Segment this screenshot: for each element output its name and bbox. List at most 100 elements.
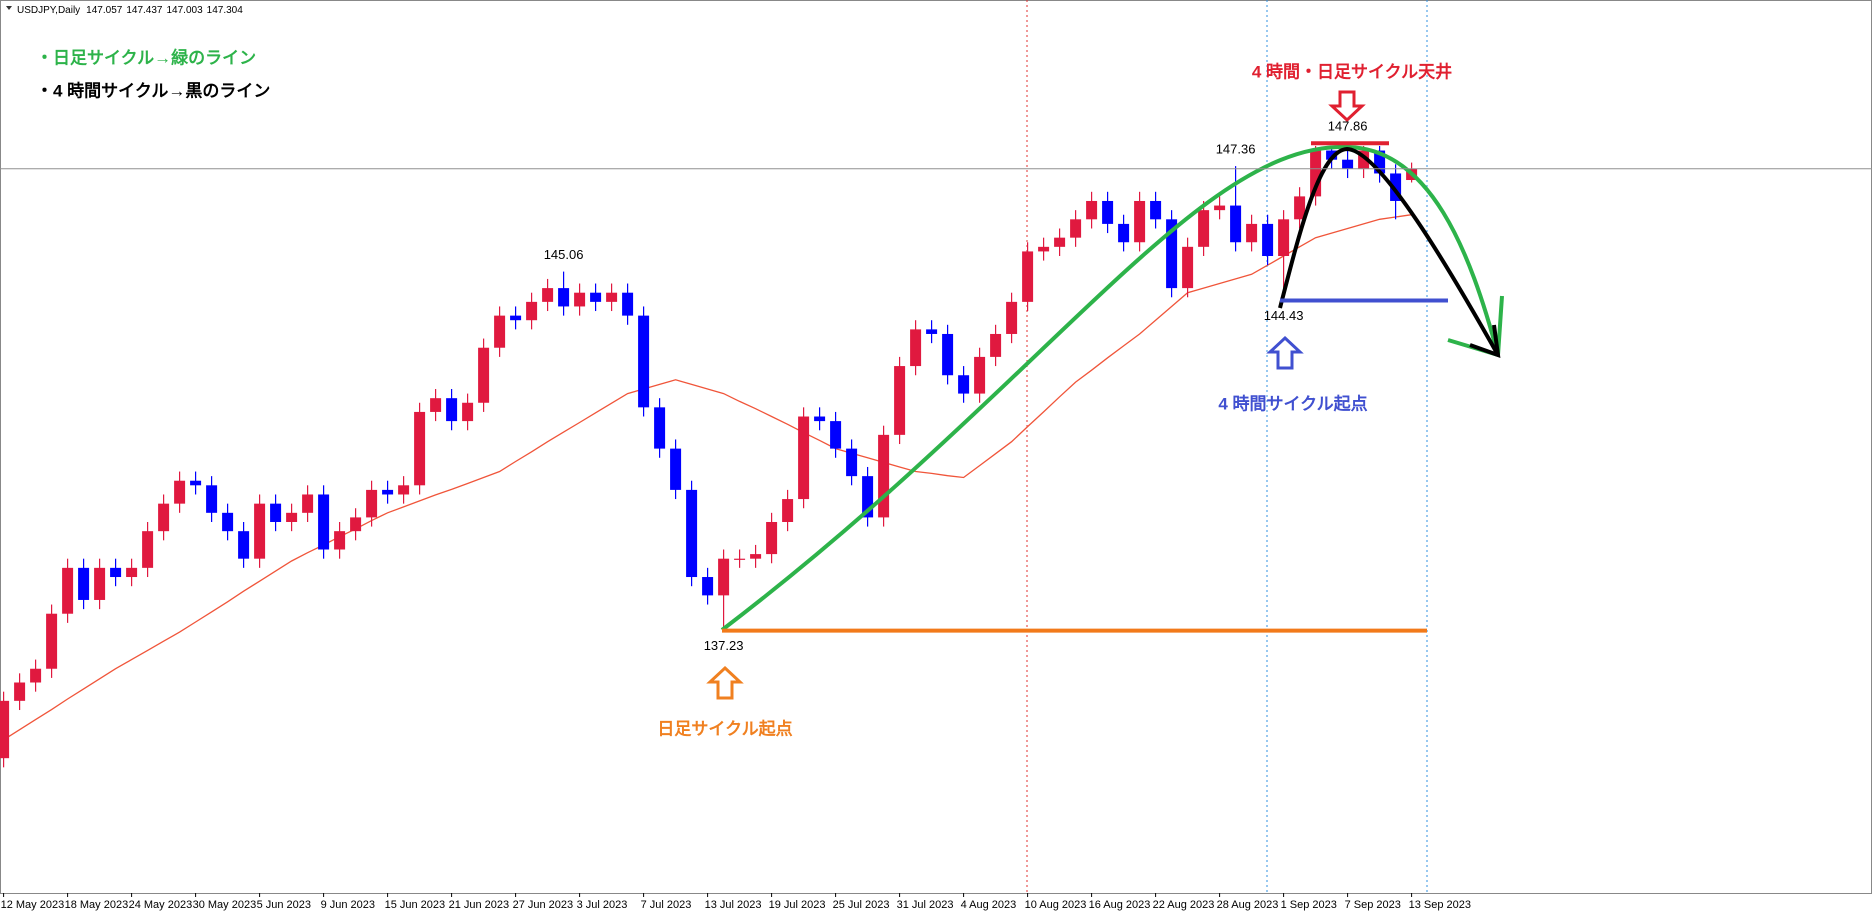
price-label: 137.23 — [704, 638, 744, 653]
candle-body — [1230, 205, 1242, 243]
candle-body — [318, 494, 330, 550]
h4-cycle-curve — [1278, 146, 1500, 356]
annotation: ・日足サイクル→緑のライン — [36, 47, 256, 67]
candle-body — [558, 288, 570, 307]
candle-body — [974, 356, 986, 394]
x-tick-label: 25 Jul 2023 — [833, 899, 890, 911]
candle-body — [174, 480, 186, 504]
price-label: 147.36 — [1216, 142, 1256, 157]
x-tick-label: 9 Jun 2023 — [321, 899, 375, 911]
x-tick-label: 4 Aug 2023 — [961, 899, 1017, 911]
daily-cycle-curve — [720, 144, 1500, 632]
open-value: 147.057 — [86, 5, 123, 16]
annotation: ・4 時間サイクル→黒のライン — [36, 80, 270, 100]
annotation: 4 時間サイクル起点 — [1218, 393, 1367, 413]
candle-body — [334, 531, 346, 550]
candle-body — [14, 682, 26, 701]
candle-body — [62, 567, 74, 614]
candle-body — [670, 448, 682, 490]
candle-body — [254, 503, 266, 559]
marks — [0, 143, 1418, 768]
candle-body — [222, 512, 234, 532]
x-tick-label: 22 Aug 2023 — [1153, 899, 1215, 911]
annotation: 日足サイクル起点 — [657, 718, 792, 738]
candle-body — [686, 489, 698, 578]
moving-average — [3, 214, 1412, 741]
header: USDJPY,Daily 147.057 147.437 147.003 147.304 — [17, 5, 243, 16]
candle-body — [1102, 200, 1114, 224]
candle-body — [190, 480, 202, 486]
candle-body — [350, 517, 362, 532]
x-tick-label: 21 Jun 2023 — [449, 899, 510, 911]
candle-body — [1166, 219, 1178, 289]
candle-body — [1006, 301, 1018, 334]
candle-body — [926, 329, 938, 334]
candle-body — [206, 485, 218, 513]
candle-body — [142, 531, 154, 568]
x-tick-label: 31 Jul 2023 — [897, 899, 954, 911]
x-tick-label: 30 May 2023 — [193, 899, 257, 911]
candle-body — [734, 558, 746, 560]
x-tick-label: 24 May 2023 — [129, 899, 193, 911]
candle-body — [814, 416, 826, 422]
candle-body — [718, 558, 730, 596]
menu-icon — [6, 6, 12, 10]
candle-body — [606, 292, 618, 302]
arrow-icon — [1266, 335, 1304, 370]
candle-body — [526, 301, 538, 321]
candle-body — [878, 434, 890, 518]
high-value: 147.437 — [126, 5, 163, 16]
candle-body — [78, 567, 90, 600]
candle-body — [1214, 205, 1226, 211]
candle-body — [542, 288, 554, 302]
candle-body — [1086, 200, 1098, 220]
x-tick-label: 28 Aug 2023 — [1217, 899, 1279, 911]
x-tick-label: 1 Sep 2023 — [1281, 899, 1337, 911]
candle-body — [1182, 246, 1194, 289]
x-tick-label: 13 Jul 2023 — [705, 899, 762, 911]
x-tick-label: 10 Aug 2023 — [1025, 899, 1087, 911]
candle-body — [1374, 150, 1386, 174]
annotation: 4 時間・日足サイクル天井 — [1252, 61, 1452, 81]
candle-body — [1262, 223, 1274, 257]
candle-body — [270, 503, 282, 522]
arrow-icon — [706, 665, 744, 700]
close-value: 147.304 — [207, 5, 244, 16]
candle-body — [590, 292, 602, 302]
candle-body — [622, 292, 634, 316]
x-tick-label: 3 Jul 2023 — [577, 899, 628, 911]
candle-body — [942, 333, 954, 376]
candle-body — [398, 485, 410, 495]
arrowhead — [1469, 324, 1501, 358]
candle-body — [910, 329, 922, 367]
x-tick-label: 12 May 2023 — [1, 899, 65, 911]
x-tick-label: 7 Sep 2023 — [1345, 899, 1401, 911]
candle-body — [1390, 173, 1402, 201]
candle-body — [1294, 196, 1306, 220]
candle-body — [494, 315, 506, 348]
candle-body — [430, 398, 442, 412]
candle-body — [302, 494, 314, 513]
candle-body — [830, 421, 842, 449]
symbol: USDJPY,Daily — [17, 5, 80, 16]
price-label: 147.86 — [1328, 119, 1368, 134]
candle-body — [862, 476, 874, 518]
candle-body — [1070, 219, 1082, 238]
candle-body — [462, 402, 474, 422]
candle-body — [286, 512, 298, 522]
candle-body — [478, 347, 490, 403]
candle-body — [1022, 251, 1034, 302]
candle-body — [1038, 246, 1050, 252]
candle-body — [638, 315, 650, 408]
candle-body — [510, 315, 522, 321]
candle-body — [1198, 210, 1210, 247]
candle-body — [110, 567, 122, 578]
candle-body — [1150, 200, 1162, 220]
x-tick-label: 27 Jun 2023 — [513, 899, 574, 911]
candle-body — [846, 448, 858, 477]
x-tick-label: 5 Jun 2023 — [257, 899, 311, 911]
candle-body — [654, 407, 666, 449]
candle-body — [382, 489, 394, 495]
candle-body — [1342, 159, 1354, 169]
